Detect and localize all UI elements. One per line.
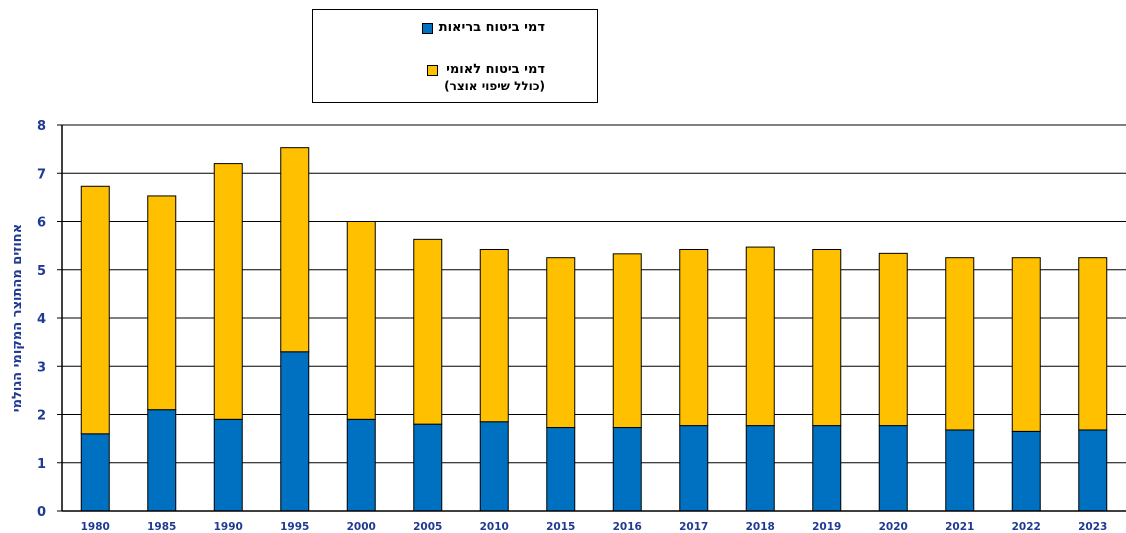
x-tick-label-2015: 2015 <box>546 521 575 533</box>
legend-label-health: דמי ביטוח בריאות <box>438 20 545 35</box>
x-tick-label-2022: 2022 <box>1012 521 1041 533</box>
bar-2022-series-0 <box>1011 430 1041 512</box>
bar-2017-series-1 <box>679 248 709 427</box>
bar-2017-series-0 <box>679 425 709 512</box>
bar-2023-series-1 <box>1078 257 1108 431</box>
bar-1980-series-0 <box>80 433 110 512</box>
bar-2020-series-0 <box>878 425 908 512</box>
y-tick-label-0: 0 <box>37 505 46 520</box>
bar-2018-series-1 <box>745 246 775 427</box>
legend-item-national: דמי ביטוח לאומי (כולל שיפוי אוצר) <box>427 62 545 94</box>
y-tick-label-7: 7 <box>37 167 46 182</box>
x-tick-label-1990: 1990 <box>214 521 243 533</box>
bar-2019-series-1 <box>812 248 842 427</box>
y-tick-label-6: 6 <box>37 216 46 231</box>
legend-label-national: דמי ביטוח לאומי <box>446 62 545 77</box>
bar-2015-series-0 <box>546 427 576 512</box>
bar-2021-series-0 <box>945 429 975 512</box>
x-tick-label-2020: 2020 <box>879 521 908 533</box>
bar-1985-series-1 <box>147 195 177 411</box>
bar-1980-series-1 <box>80 185 110 435</box>
bar-1985-series-0 <box>147 409 177 512</box>
bar-2016-series-1 <box>612 253 642 429</box>
bar-2010-series-1 <box>479 248 509 423</box>
legend: דמי ביטוח בריאות דמי ביטוח לאומי (כולל ש… <box>312 9 598 103</box>
legend-sublabel-national: (כולל שיפוי אוצר) <box>444 79 545 93</box>
legend-text-national: דמי ביטוח לאומי (כולל שיפוי אוצר) <box>444 62 545 94</box>
x-tick-label-2023: 2023 <box>1078 521 1107 533</box>
y-tick-label-3: 3 <box>37 360 46 375</box>
x-tick-label-2017: 2017 <box>679 521 708 533</box>
bar-2021-series-1 <box>945 257 975 431</box>
bar-2019-series-0 <box>812 425 842 512</box>
x-tick-label-2018: 2018 <box>746 521 775 533</box>
y-tick-label-5: 5 <box>37 264 46 279</box>
x-tick-label-2021: 2021 <box>945 521 974 533</box>
bar-2005-series-1 <box>413 238 443 425</box>
x-tick-label-2019: 2019 <box>812 521 841 533</box>
bars <box>80 147 1108 512</box>
x-tick-label-2000: 2000 <box>347 521 376 533</box>
x-tick-label-2010: 2010 <box>480 521 509 533</box>
x-tick-labels: 1980 1985 1990 1995 2000 2005 2010 2015 2016 2017… <box>81 521 1108 533</box>
bar-2000-series-0 <box>346 418 376 512</box>
bar-1995-series-1 <box>280 147 310 353</box>
x-tick-label-1995: 1995 <box>280 521 309 533</box>
bar-1995-series-0 <box>280 351 310 512</box>
x-tick-label-1980: 1980 <box>81 521 110 533</box>
bar-1990-series-1 <box>213 163 243 420</box>
legend-item-health: דמי ביטוח בריאות <box>421 20 545 36</box>
x-tick-label-2016: 2016 <box>613 521 642 533</box>
bar-2020-series-1 <box>878 252 908 427</box>
bar-1990-series-0 <box>213 418 243 512</box>
x-tick-label-2005: 2005 <box>413 521 442 533</box>
bar-2010-series-0 <box>479 421 509 512</box>
y-tick-label-2: 2 <box>37 409 46 424</box>
y-tick-label-4: 4 <box>37 312 46 327</box>
bar-2016-series-0 <box>612 427 642 512</box>
y-tick-labels: 0 1 2 3 4 5 6 7 8 <box>37 119 62 520</box>
bar-2000-series-1 <box>346 221 376 420</box>
y-tick-label-8: 8 <box>37 119 46 134</box>
x-tick-label-1985: 1985 <box>147 521 176 533</box>
legend-swatch-national <box>427 65 439 76</box>
y-axis-label: אחוזים מהתוצר המקומי הגולמי <box>10 224 25 412</box>
bar-2023-series-0 <box>1078 429 1108 512</box>
bar-2022-series-1 <box>1011 257 1041 432</box>
y-tick-label-1: 1 <box>37 457 46 472</box>
bar-2015-series-1 <box>546 257 576 429</box>
bar-2005-series-0 <box>413 423 443 512</box>
bar-2018-series-0 <box>745 425 775 512</box>
legend-swatch-health <box>421 23 433 34</box>
